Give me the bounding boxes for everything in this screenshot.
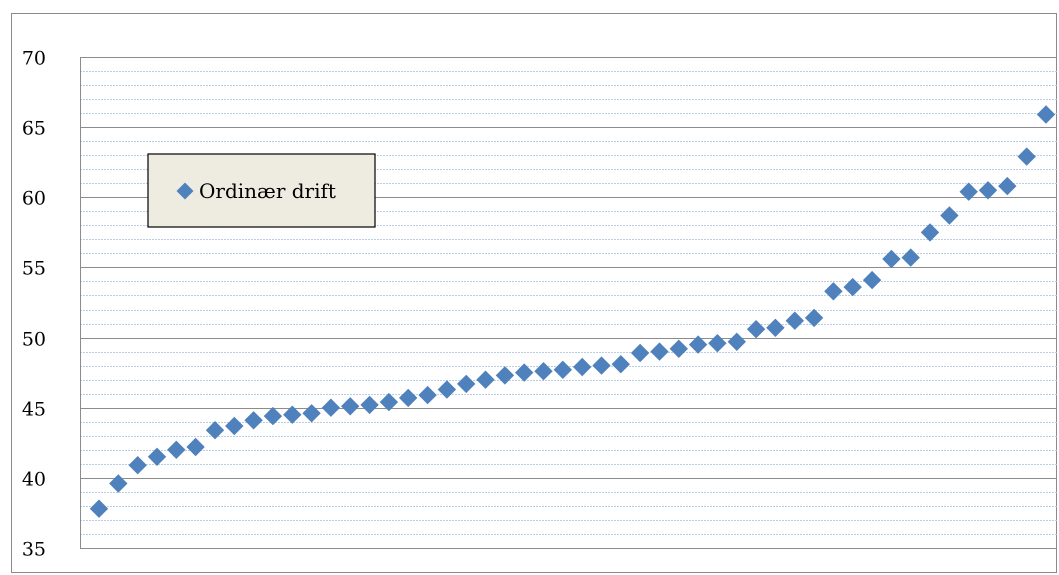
data-point (785, 311, 804, 330)
data-point (89, 499, 109, 518)
data-point (592, 356, 611, 375)
data-point (1017, 147, 1036, 166)
y-tick-label: 45 (22, 399, 46, 421)
data-point (824, 282, 843, 301)
data-point (843, 277, 862, 297)
legend: Ordinær drift (147, 153, 376, 228)
data-point (495, 366, 515, 385)
data-point (553, 360, 572, 379)
data-point (901, 248, 920, 267)
chart-frame (11, 13, 1057, 573)
data-point (1036, 105, 1056, 124)
data-point (611, 355, 630, 374)
y-axis: 35 40 45 50 55 60 65 70 (22, 48, 81, 561)
data-point (244, 411, 263, 430)
data-point (630, 343, 650, 363)
major-gridlines (80, 57, 1057, 549)
data-point (147, 447, 167, 466)
data-point (708, 334, 727, 353)
y-tick-label: 50 (22, 329, 46, 351)
data-point (109, 474, 128, 493)
data-point (573, 357, 592, 377)
data-point (766, 318, 785, 337)
y-tick-label: 40 (22, 469, 46, 491)
data-point (650, 342, 669, 361)
y-tick-label: 65 (22, 118, 46, 140)
data-point (128, 456, 147, 475)
data-point (804, 308, 824, 328)
data-point (534, 362, 553, 381)
data-point (959, 182, 978, 201)
data-point (515, 363, 534, 382)
y-tick-label: 60 (22, 188, 46, 210)
legend-label: Ordinær drift (199, 179, 336, 203)
data-point (167, 440, 186, 459)
data-point (283, 405, 302, 424)
data-point (727, 332, 746, 351)
data-point (225, 416, 244, 436)
data-point (205, 421, 225, 440)
data-point (862, 270, 882, 290)
data-point (263, 406, 283, 426)
data-point (302, 404, 321, 423)
data-point (940, 206, 959, 225)
data-point (882, 249, 901, 269)
data-point (437, 380, 457, 399)
data-point (998, 176, 1017, 196)
data-point (476, 370, 495, 389)
data-point (399, 388, 418, 408)
data-point (457, 374, 476, 394)
minor-gridlines (80, 71, 1057, 535)
data-point (688, 335, 708, 354)
data-point (418, 385, 437, 405)
y-tick-label: 35 (22, 539, 46, 561)
data-point (746, 320, 766, 339)
y-tick-label: 55 (22, 258, 46, 280)
data-point (341, 397, 360, 416)
y-tick-label: 70 (22, 48, 46, 70)
data-point (379, 392, 399, 412)
data-point (321, 398, 341, 417)
data-point (360, 395, 379, 415)
data-point (186, 437, 205, 457)
data-point (669, 339, 688, 358)
data-point (978, 181, 998, 200)
data-points (89, 105, 1056, 518)
data-point (920, 223, 940, 242)
